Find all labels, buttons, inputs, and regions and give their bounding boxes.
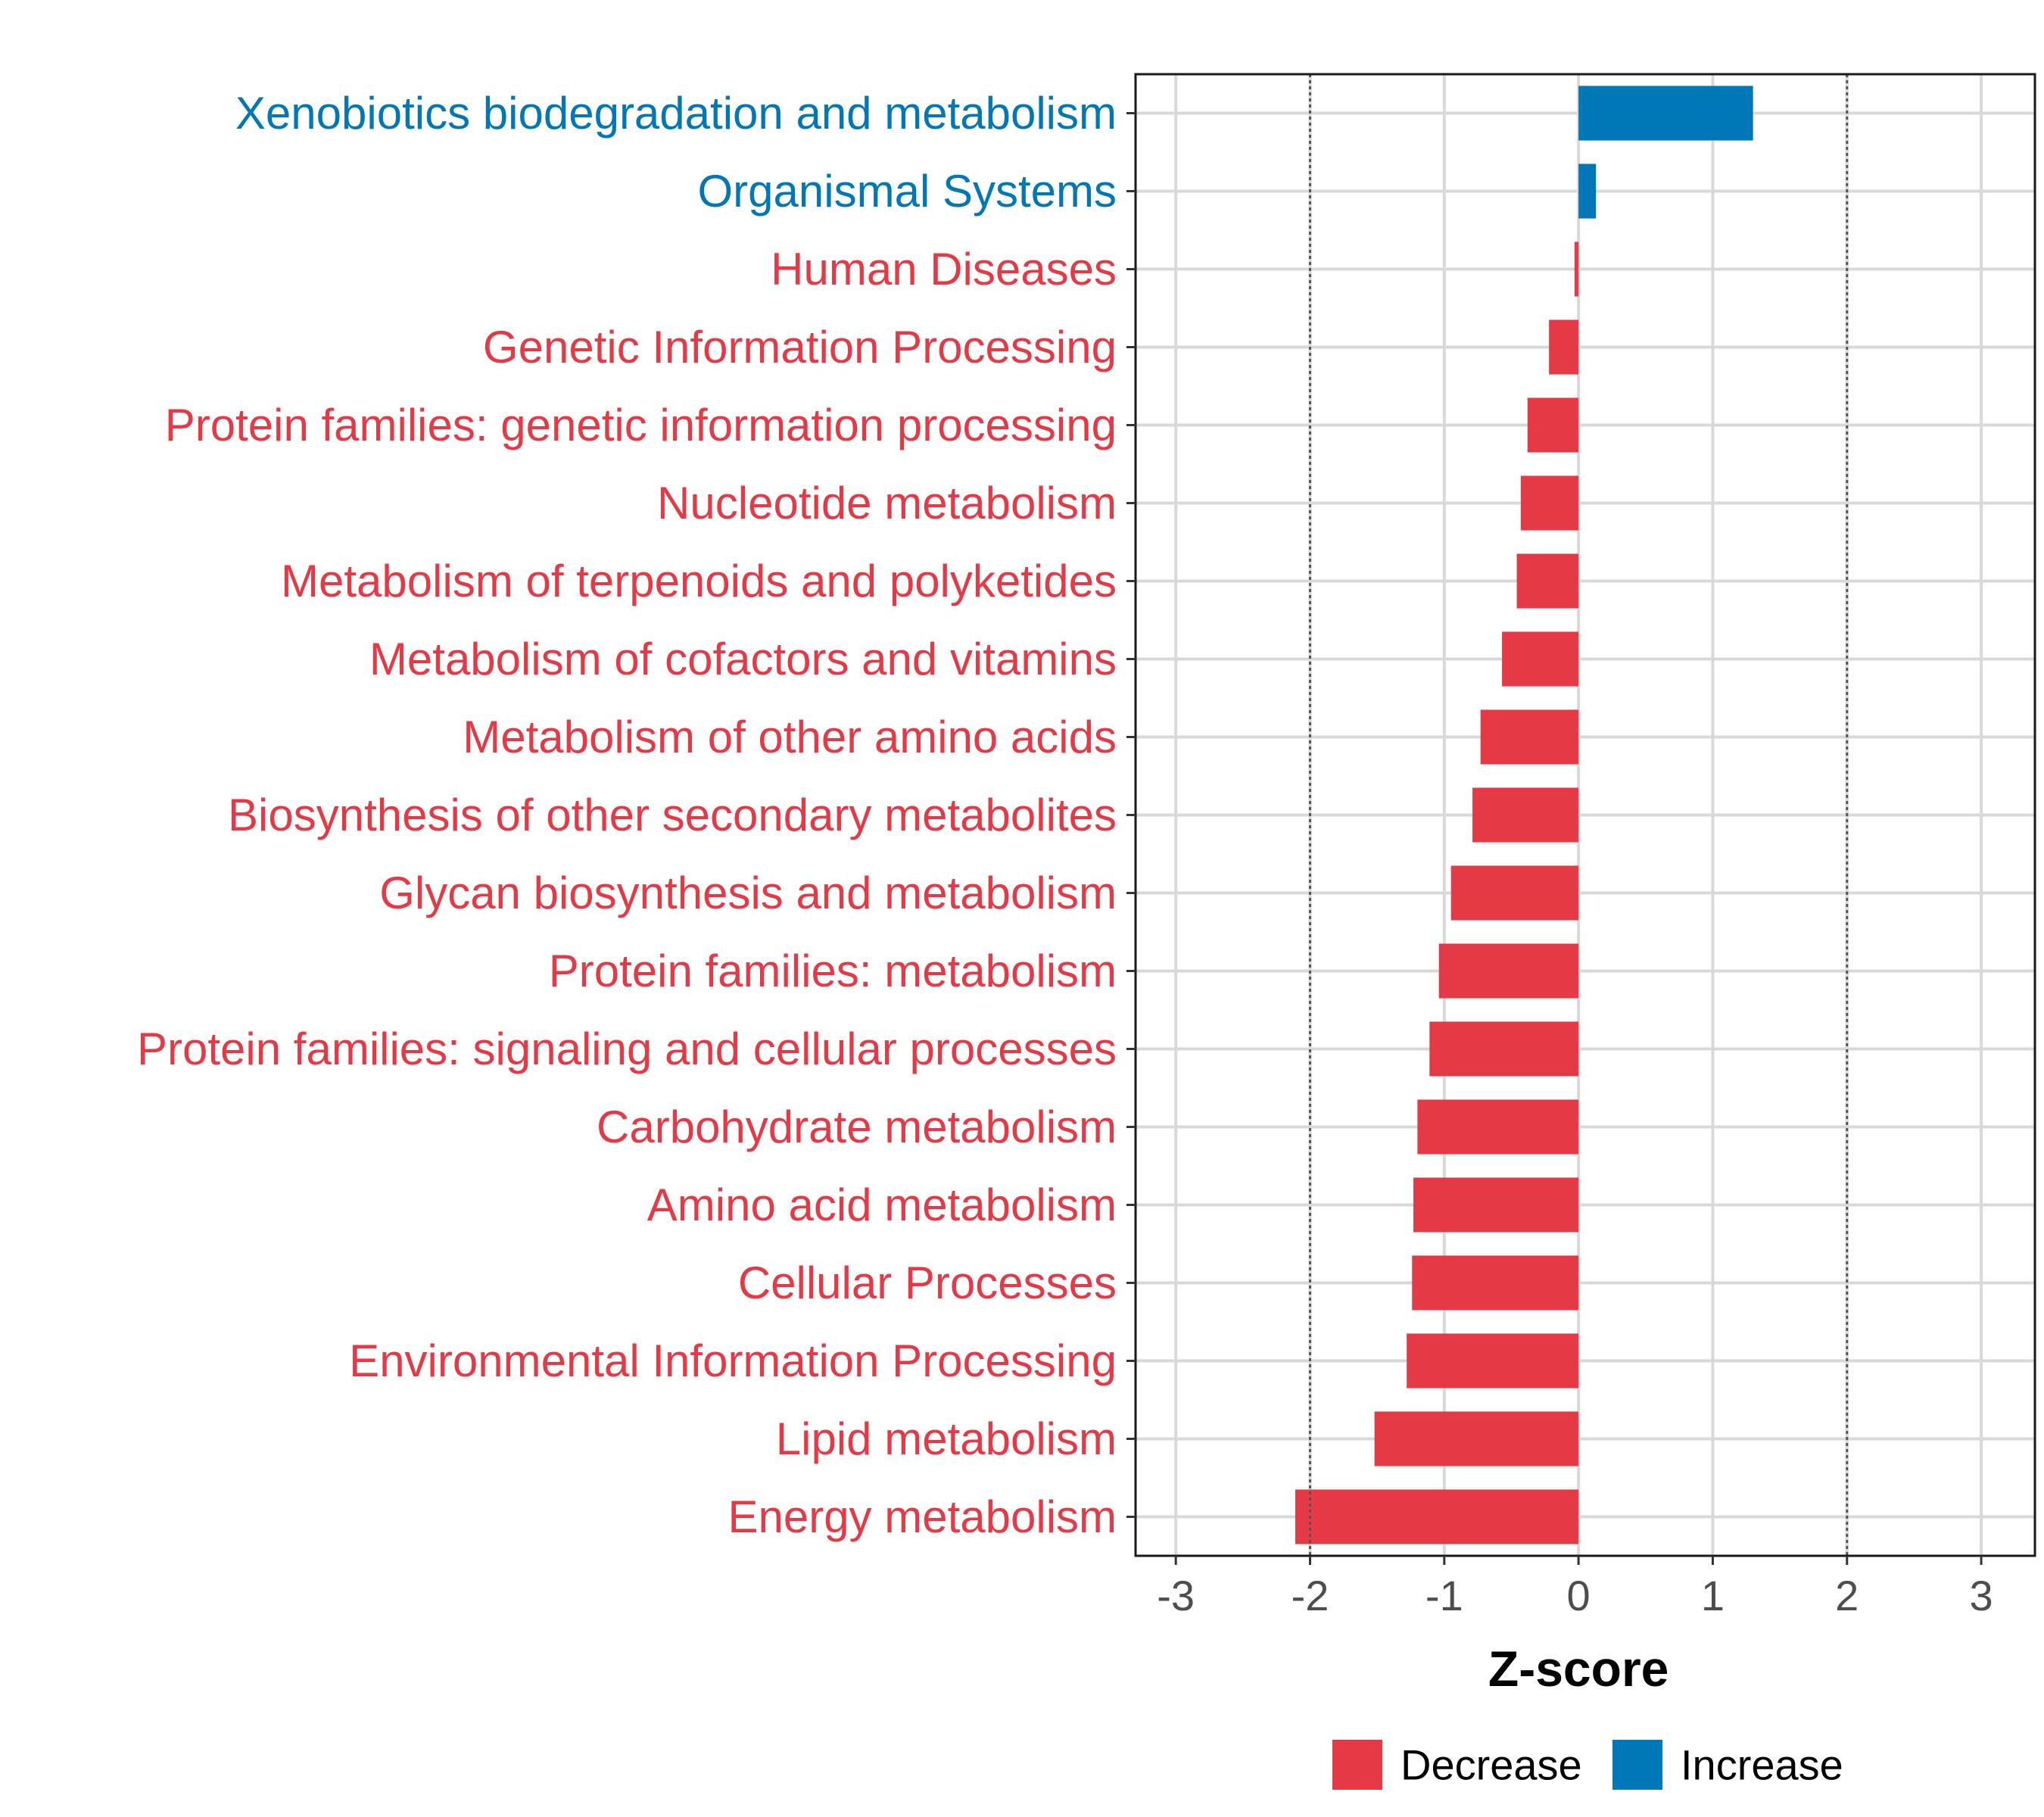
legend-swatch [1332,1740,1382,1790]
bar [1374,1411,1579,1466]
category-label: Nucleotide metabolism [657,478,1117,528]
category-label: Carbohydrate metabolism [597,1102,1117,1152]
legend: Decrease Increase [1332,1740,1843,1790]
bar [1413,1177,1579,1233]
x-tick-label: 0 [1567,1572,1591,1619]
category-label: Cellular Processes [738,1258,1117,1308]
bar [1417,1099,1579,1155]
bar [1412,1255,1579,1311]
category-label: Protein families: metabolism [549,946,1117,996]
category-label: Protein families: genetic information pr… [165,400,1117,450]
bar [1438,943,1579,999]
bar [1295,1489,1579,1544]
legend-label: Increase [1681,1741,1843,1789]
category-label: Amino acid metabolism [647,1180,1117,1230]
bar [1407,1333,1579,1388]
category-label: Genetic Information Processing [483,322,1117,372]
grid-lines [1136,74,2035,1556]
x-tick-label: -2 [1292,1572,1329,1619]
x-tick-label: 1 [1701,1572,1725,1619]
y-axis-ticks [1126,112,1136,1518]
category-label: Glycan biosynthesis and metabolism [379,868,1117,918]
bar [1480,709,1579,765]
bar [1516,553,1579,609]
y-axis-category-labels: Xenobiotics biodegradation and metabolis… [137,88,1117,1542]
bar [1429,1021,1579,1077]
bar [1450,865,1579,921]
x-axis-ticks: -3 -2 -1 0 1 2 3 [1157,1556,1993,1619]
category-label: Lipid metabolism [776,1413,1117,1464]
x-tick-label: 3 [1969,1572,1993,1619]
x-axis-title: Z-score [1488,1641,1669,1697]
bar [1578,86,1753,141]
reference-lines [1309,74,1849,1556]
category-label: Organismal Systems [698,166,1117,217]
category-label: Metabolism of terpenoids and polyketides [281,556,1117,606]
category-label: Biosynthesis of other secondary metaboli… [228,790,1117,840]
category-label: Energy metabolism [728,1491,1117,1542]
category-label: Metabolism of other amino acids [463,712,1117,762]
bar [1502,631,1579,687]
bar [1527,397,1579,453]
category-label: Xenobiotics biodegradation and metabolis… [235,88,1117,139]
bar [1574,242,1579,297]
bars [1295,86,1753,1544]
legend-label: Decrease [1401,1741,1582,1789]
bar [1472,787,1579,843]
category-label: Environmental Information Processing [349,1335,1117,1386]
bar [1520,475,1579,531]
bar [1549,319,1579,375]
legend-swatch [1612,1740,1662,1790]
category-label: Protein families: signaling and cellular… [137,1024,1117,1074]
category-label: Metabolism of cofactors and vitamins [369,634,1117,684]
bar [1578,164,1597,219]
x-tick-label: 2 [1835,1572,1859,1619]
x-tick-label: -1 [1426,1572,1463,1619]
x-tick-label: -3 [1157,1572,1195,1619]
category-label: Human Diseases [771,244,1117,295]
